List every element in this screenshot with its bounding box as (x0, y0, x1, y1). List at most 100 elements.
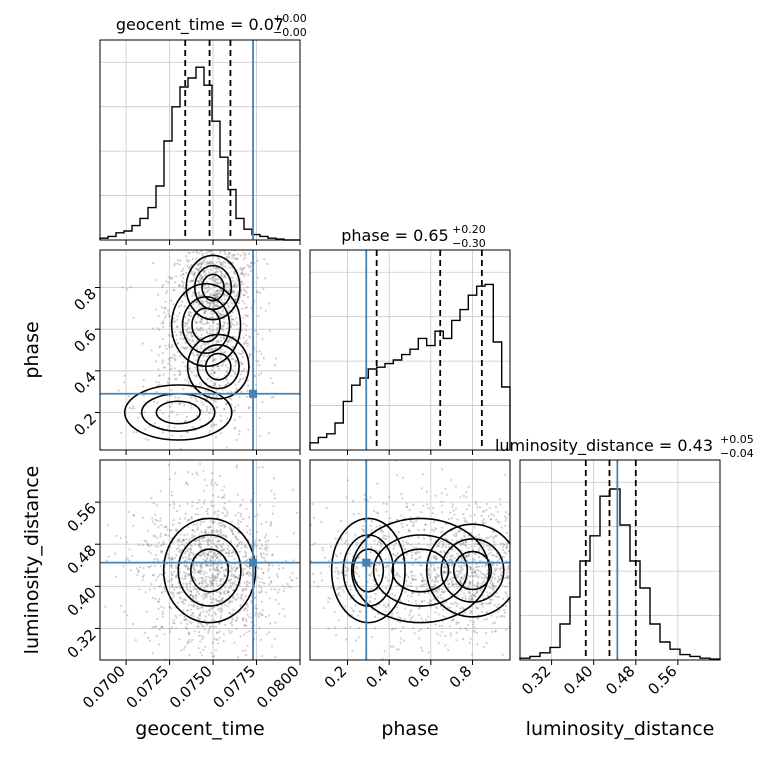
sample-point (216, 567, 219, 570)
sample-point (462, 543, 465, 546)
sample-point (257, 466, 260, 469)
sample-point (220, 545, 223, 548)
sample-point (142, 394, 145, 397)
sample-point (375, 525, 378, 529)
sample-point (220, 563, 223, 566)
sample-point (488, 544, 491, 548)
sample-point (468, 581, 471, 584)
sample-point (210, 531, 213, 534)
sample-point (163, 311, 166, 314)
sample-point (212, 552, 215, 555)
sample-point (482, 573, 485, 576)
sample-point (205, 593, 208, 597)
sample-point (195, 539, 198, 542)
sample-point (173, 570, 176, 573)
sample-point (257, 576, 260, 580)
sample-point (189, 551, 192, 554)
sample-point (184, 378, 187, 381)
sample-point (221, 265, 224, 268)
sample-point (486, 576, 489, 579)
sample-point (373, 539, 376, 542)
sample-point (234, 575, 237, 579)
sample-point (190, 614, 193, 617)
sample-point (473, 571, 476, 574)
sample-point (481, 520, 484, 523)
sample-point (208, 608, 211, 612)
sample-point (186, 258, 189, 262)
sample-point (186, 549, 189, 553)
sample-point (224, 261, 227, 264)
sample-point (190, 593, 193, 596)
sample-point (212, 588, 215, 591)
sample-point (489, 602, 492, 605)
sample-point (199, 565, 202, 568)
sample-point (228, 252, 231, 255)
sample-point (223, 298, 226, 301)
sample-point (493, 604, 496, 607)
sample-point (245, 324, 248, 327)
sample-point (214, 553, 217, 556)
sample-point (395, 606, 399, 609)
sample-point (491, 571, 494, 574)
sample-point (223, 590, 226, 593)
sample-point (493, 543, 496, 546)
sample-point (213, 359, 216, 362)
sample-point (214, 598, 217, 601)
sample-point (181, 556, 185, 559)
sample-point (221, 328, 224, 331)
sample-point (187, 538, 190, 541)
sample-point (245, 588, 248, 591)
sample-point (314, 542, 317, 545)
sample-point (400, 493, 403, 496)
sample-point (171, 556, 174, 559)
sample-point (176, 325, 179, 328)
sample-point (197, 543, 200, 546)
sample-point (164, 533, 167, 537)
sample-point (198, 462, 202, 466)
sample-point (209, 331, 212, 334)
sample-point (172, 519, 175, 522)
sample-point (120, 431, 123, 435)
sample-point (194, 539, 197, 543)
sample-point (261, 338, 264, 341)
sample-point (245, 620, 248, 623)
sample-point (431, 586, 434, 589)
sample-point (162, 543, 165, 546)
sample-point (424, 523, 427, 526)
sample-point (232, 280, 235, 283)
sample-point (480, 603, 483, 606)
sample-point (205, 330, 209, 333)
sample-point (443, 550, 446, 553)
sample-point (439, 605, 442, 608)
sample-point (168, 606, 171, 609)
sample-point (358, 575, 361, 578)
sample-point (261, 400, 264, 403)
sample-point (273, 497, 276, 500)
sample-point (207, 629, 210, 632)
sample-point (204, 645, 207, 648)
sample-point (207, 305, 210, 308)
sample-point (384, 558, 387, 561)
sample-point (432, 529, 436, 533)
sample-point (447, 648, 450, 652)
sample-point (483, 645, 486, 649)
sample-point (206, 321, 209, 325)
sample-point (470, 594, 473, 598)
sample-point (197, 292, 200, 295)
sample-point (126, 288, 129, 291)
sample-point (226, 285, 229, 288)
sample-point (176, 258, 180, 262)
sample-point (410, 609, 413, 612)
sample-point (200, 275, 203, 278)
sample-point (179, 533, 183, 536)
sample-point (198, 617, 201, 620)
sample-point (443, 590, 447, 593)
sample-point (394, 627, 397, 630)
sample-point (215, 638, 218, 641)
sample-point (155, 579, 158, 582)
sample-point (241, 272, 244, 276)
sample-point (173, 264, 176, 267)
sample-point (224, 574, 227, 577)
sample-point (195, 332, 198, 335)
sample-point (203, 593, 206, 596)
